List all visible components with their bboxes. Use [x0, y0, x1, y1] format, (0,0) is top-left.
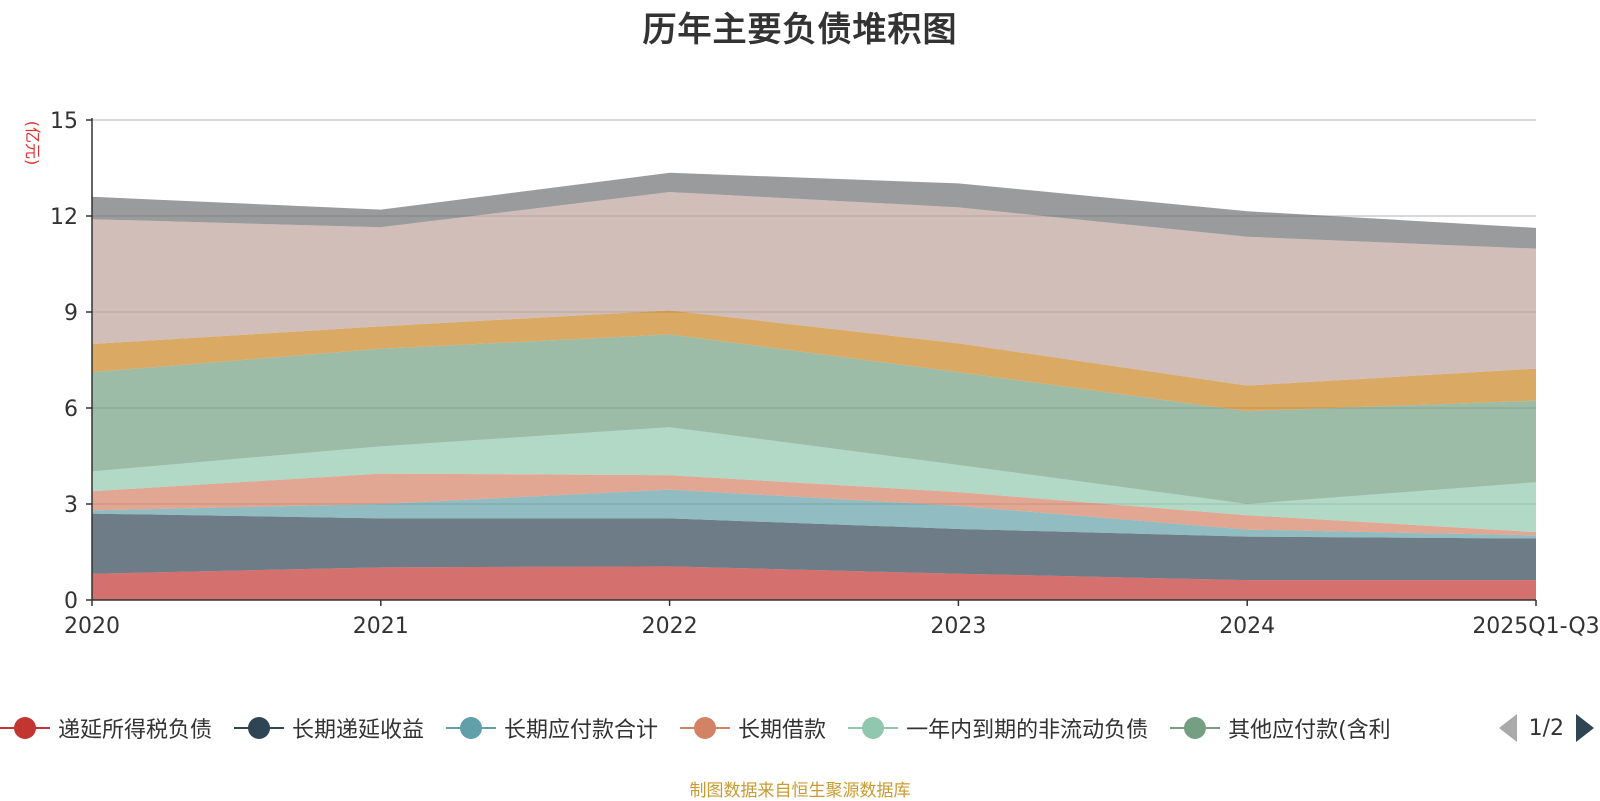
chart-title: 历年主要负债堆积图: [642, 10, 958, 50]
legend-swatch-icon: [1170, 716, 1221, 740]
legend-swatch-icon: [234, 716, 285, 740]
legend-prev-arrow-icon[interactable]: [1498, 714, 1517, 742]
area-layer: [92, 172, 1536, 600]
x-tick-label: 2022: [642, 614, 698, 639]
legend-swatch-icon: [0, 716, 50, 740]
area-series-长期应付款合计[interactable]: [92, 489, 1536, 539]
legend-next-arrow-icon[interactable]: [1576, 714, 1594, 742]
area-series-其他应付款(含利息和股利)[interactable]: [92, 334, 1536, 504]
legend-item[interactable]: 递延所得税负债: [0, 712, 212, 744]
legend-label: 一年内到期的非流动负债: [906, 718, 1149, 743]
area-series-长期递延收益[interactable]: [92, 513, 1536, 581]
area-series-应付账款[interactable]: [92, 192, 1536, 386]
legend-label: 其他应付款(含利: [1228, 718, 1391, 743]
y-tick-label: 6: [64, 397, 78, 422]
legend-label: 递延所得税负债: [58, 718, 213, 743]
legend-item[interactable]: 长期递延收益: [234, 712, 424, 744]
legend-label: 长期递延收益: [292, 718, 425, 743]
legend-label: 长期应付款合计: [504, 718, 659, 743]
area-series-长期借款[interactable]: [92, 473, 1536, 536]
x-tick-label: 2020: [64, 614, 120, 639]
y-axis-label: (亿元): [23, 121, 42, 166]
y-tick-label: 3: [64, 493, 78, 518]
legend-item[interactable]: 长期借款: [680, 712, 826, 744]
area-series-一年内到期的非流动负债[interactable]: [92, 427, 1536, 533]
legend-page-indicator: 1/2: [1528, 715, 1564, 741]
y-tick-label: 9: [64, 301, 78, 326]
y-tick-label: 0: [64, 589, 78, 614]
area-series-递延所得税负债[interactable]: [92, 566, 1536, 600]
source-note: 制图数据来自恒生聚源数据库: [689, 781, 911, 801]
x-tick-label: 2025Q1-Q3: [1472, 614, 1599, 639]
legend-item[interactable]: 其他应付款(含利: [1170, 712, 1391, 744]
legend-item[interactable]: 一年内到期的非流动负债: [848, 712, 1148, 744]
area-series-应付票据[interactable]: [92, 172, 1536, 249]
legend-item[interactable]: 长期应付款合计: [446, 712, 658, 744]
x-tick-label: 2023: [930, 614, 986, 639]
legend-swatch-icon: [848, 716, 899, 740]
legend-swatch-icon: [446, 716, 497, 740]
legend-swatch-icon: [680, 716, 731, 740]
x-tick-label: 2021: [353, 614, 409, 639]
legend-pager: 1/2: [1490, 708, 1594, 748]
y-tick-label: 15: [50, 109, 78, 134]
legend: 递延所得税负债 长期递延收益 长期应付款合计 长期借款 一年内到期的非流动负债 其他应付款…: [0, 708, 1600, 748]
x-tick-label: 2024: [1219, 614, 1275, 639]
axis-layer: 0 3 6 9 12 15 2020 2021 2022 2023 2024 2025Q1-Q3: [50, 109, 1600, 639]
y-tick-label: 12: [50, 205, 78, 230]
legend-label: 长期借款: [738, 718, 827, 743]
area-series-应交税费[interactable]: [92, 310, 1536, 412]
